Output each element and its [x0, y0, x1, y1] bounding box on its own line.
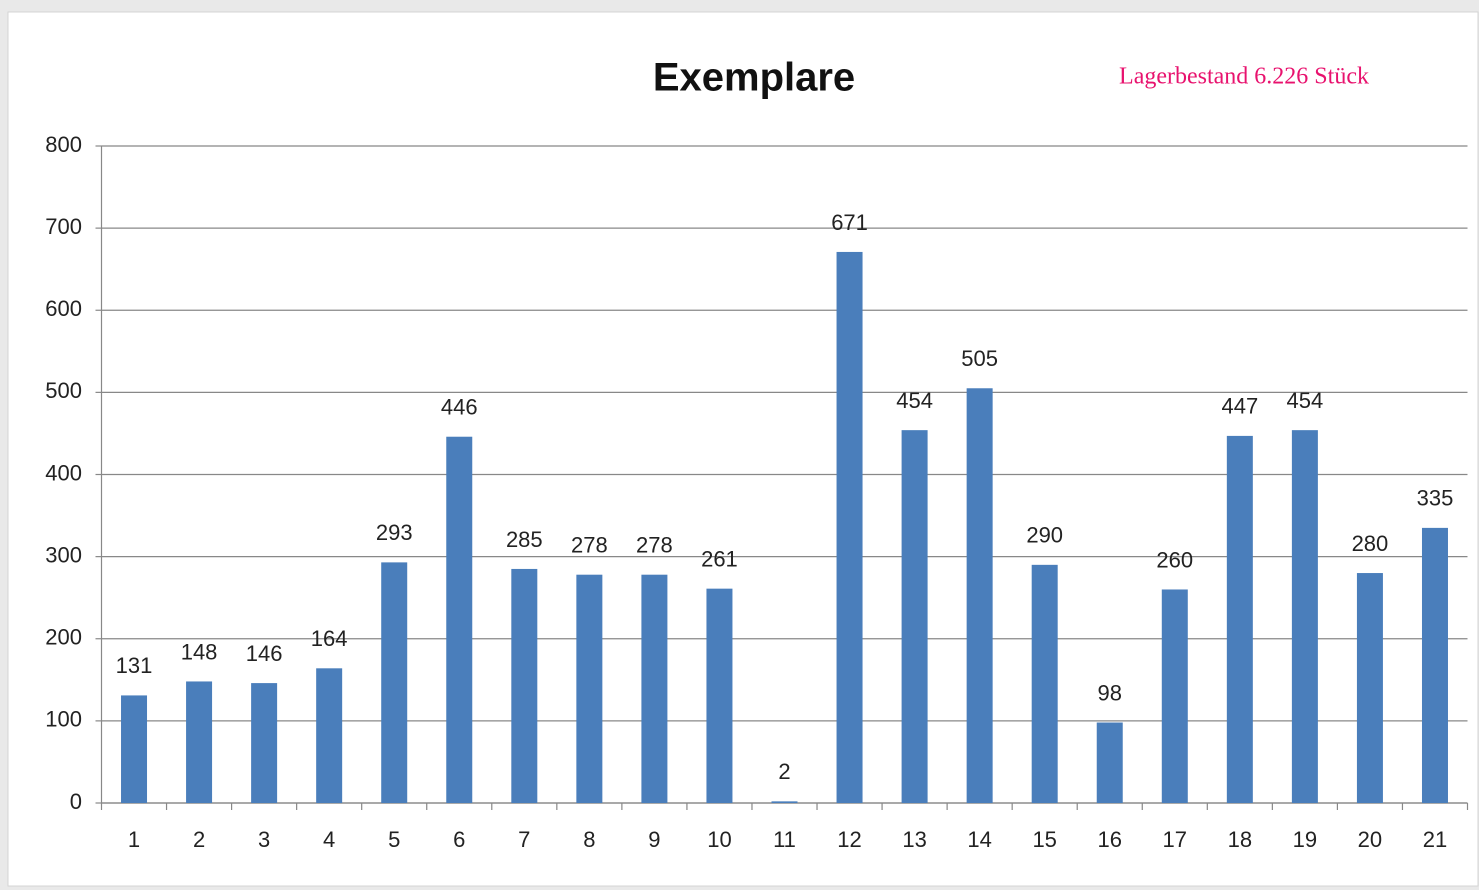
chart-panel [7, 11, 1479, 887]
y-tick-label: 300 [45, 542, 82, 567]
data-label: 447 [1221, 394, 1258, 419]
bar [966, 388, 993, 803]
x-tick-label: 12 [837, 827, 861, 852]
data-label: 278 [636, 533, 673, 558]
x-tick-label: 15 [1032, 827, 1056, 852]
data-label: 278 [571, 533, 608, 558]
bar [1291, 430, 1318, 803]
x-tick-label: 20 [1358, 827, 1382, 852]
bar [1226, 435, 1253, 803]
bar [316, 668, 343, 803]
x-tick-label: 19 [1293, 827, 1317, 852]
bar [1031, 564, 1058, 803]
x-tick-label: 4 [323, 827, 335, 852]
bar [1161, 589, 1188, 803]
y-tick-label: 800 [45, 132, 82, 157]
x-tick-label: 9 [648, 827, 660, 852]
y-tick-label: 0 [70, 789, 82, 814]
x-tick-label: 8 [583, 827, 595, 852]
data-label: 146 [246, 641, 283, 666]
data-label: 293 [376, 520, 413, 545]
x-tick-label: 6 [453, 827, 465, 852]
data-label: 335 [1417, 486, 1454, 511]
data-label: 446 [441, 395, 478, 420]
x-tick-label: 18 [1228, 827, 1252, 852]
data-label: 454 [896, 388, 933, 413]
y-tick-label: 200 [45, 625, 82, 650]
y-tick-label: 600 [45, 296, 82, 321]
data-label: 2 [778, 759, 790, 784]
data-label: 505 [961, 346, 998, 371]
x-tick-label: 14 [967, 827, 991, 852]
y-tick-label: 400 [45, 460, 82, 485]
x-tick-label: 1 [128, 827, 140, 852]
bar [1356, 573, 1383, 803]
bar [381, 562, 408, 803]
x-tick-label: 11 [773, 827, 796, 852]
x-tick-label: 5 [388, 827, 400, 852]
y-tick-label: 500 [45, 378, 82, 403]
x-tick-label: 10 [707, 827, 731, 852]
x-tick-label: 16 [1097, 827, 1121, 852]
annotation: Lagerbestand 6.226 Stück [1119, 64, 1369, 90]
bar [1421, 527, 1448, 803]
y-tick-label: 100 [45, 707, 82, 732]
bar [1096, 722, 1123, 803]
x-tick-label: 13 [902, 827, 926, 852]
x-tick-label: 3 [258, 827, 270, 852]
data-label: 285 [506, 527, 543, 552]
data-label: 671 [831, 210, 868, 235]
data-label: 290 [1026, 523, 1063, 548]
data-label: 98 [1097, 680, 1121, 705]
data-label: 148 [181, 639, 218, 664]
data-label: 260 [1156, 547, 1193, 572]
bar [771, 801, 798, 803]
y-tick-label: 700 [45, 214, 82, 239]
data-label: 280 [1352, 531, 1389, 556]
bar [446, 436, 473, 803]
data-label: 454 [1287, 388, 1324, 413]
bar [836, 251, 863, 803]
bar [706, 588, 733, 803]
x-tick-label: 2 [193, 827, 205, 852]
bar [186, 681, 213, 803]
data-label: 164 [311, 626, 348, 651]
data-label: 131 [116, 653, 153, 678]
x-tick-label: 7 [518, 827, 530, 852]
bar [641, 574, 668, 803]
x-tick-label: 17 [1163, 827, 1187, 852]
bar [251, 683, 278, 803]
bar [901, 430, 928, 803]
bar [121, 695, 148, 803]
bar [576, 574, 603, 803]
data-label: 261 [701, 546, 738, 571]
chart-title: Exemplare [653, 56, 855, 100]
bar [511, 568, 538, 803]
x-tick-label: 21 [1423, 827, 1447, 852]
